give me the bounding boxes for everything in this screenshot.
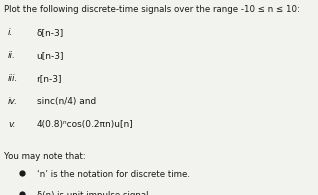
Text: ii.: ii. — [8, 51, 16, 60]
Text: ‘n’ is the notation for discrete time.: ‘n’ is the notation for discrete time. — [37, 170, 190, 179]
Text: iv.: iv. — [8, 97, 18, 106]
Text: r[n-3]: r[n-3] — [37, 74, 62, 83]
Text: i.: i. — [8, 28, 13, 37]
Text: sinc(n/4) and: sinc(n/4) and — [37, 97, 96, 106]
Text: Plot the following discrete-time signals over the range -10 ≤ n ≤ 10:: Plot the following discrete-time signals… — [4, 5, 300, 14]
Text: δ[n-3]: δ[n-3] — [37, 28, 64, 37]
Text: You may note that:: You may note that: — [4, 152, 86, 161]
Text: v.: v. — [8, 120, 16, 129]
Text: 4(0.8)ⁿcos(0.2πn)u[n]: 4(0.8)ⁿcos(0.2πn)u[n] — [37, 120, 133, 129]
Text: δ(n) is unit impulse signal.: δ(n) is unit impulse signal. — [37, 191, 151, 195]
Text: iii.: iii. — [8, 74, 18, 83]
Text: u[n-3]: u[n-3] — [37, 51, 64, 60]
